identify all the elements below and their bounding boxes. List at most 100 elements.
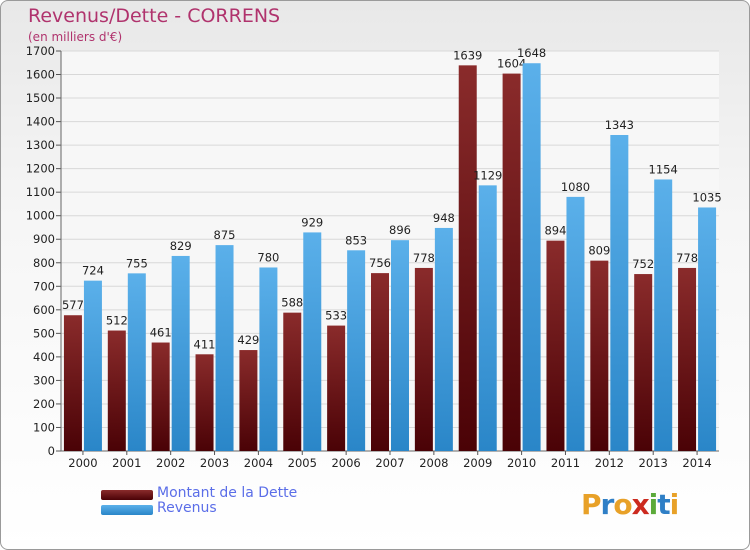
logo-letter: i — [669, 488, 680, 521]
bar-value-label: 896 — [389, 223, 411, 237]
x-tick-label: 2014 — [682, 456, 711, 470]
bar — [434, 227, 453, 451]
bar — [239, 350, 258, 451]
bar — [303, 232, 322, 451]
bar — [151, 342, 170, 451]
bar — [195, 354, 214, 451]
x-tick-label: 2006 — [331, 456, 360, 470]
bar — [414, 267, 433, 451]
bar — [371, 273, 389, 451]
y-tick-label: 1700 — [26, 44, 55, 58]
bar-value-label: 780 — [257, 250, 279, 264]
bar-value-label: 752 — [632, 257, 654, 271]
bar — [283, 312, 302, 451]
x-tick-label: 2012 — [595, 456, 624, 470]
bar — [634, 274, 653, 451]
bar-value-label: 512 — [106, 314, 128, 328]
y-tick-label: 1000 — [26, 209, 55, 223]
y-tick-label: 400 — [33, 350, 55, 364]
x-tick-label: 2007 — [375, 456, 404, 470]
bar-value-label: 1343 — [605, 118, 634, 132]
bar-value-label: 875 — [214, 228, 236, 242]
chart-subtitle: (en milliers d'€) — [28, 30, 123, 44]
y-tick-label: 1400 — [26, 115, 55, 129]
bar-value-label: 929 — [301, 215, 323, 229]
bar — [127, 273, 146, 451]
x-tick-label: 2000 — [68, 456, 97, 470]
bar — [63, 315, 82, 451]
logo-letter: t — [657, 488, 670, 521]
bar-value-label: 577 — [62, 298, 84, 312]
bar-value-label: 1648 — [517, 46, 546, 60]
y-tick-label: 100 — [33, 420, 55, 434]
y-tick-label: 800 — [33, 256, 55, 270]
bar — [590, 260, 609, 451]
bar — [678, 267, 697, 451]
y-tick-label: 900 — [33, 232, 55, 246]
x-tick-label: 2001 — [112, 456, 141, 470]
bar-value-label: 411 — [194, 337, 216, 351]
bar-value-label: 461 — [150, 326, 172, 340]
bar — [502, 73, 521, 452]
chart-title: Revenus/Dette - CORRENS — [28, 5, 281, 27]
bar — [546, 240, 565, 451]
x-tick-label: 2002 — [156, 456, 185, 470]
x-tick-label: 2011 — [551, 456, 580, 470]
bar-value-label: 1035 — [692, 190, 721, 204]
x-tick-label: 2008 — [419, 456, 448, 470]
y-tick-label: 1500 — [26, 91, 55, 105]
bar-value-label: 533 — [325, 309, 347, 323]
y-tick-label: 1100 — [26, 185, 55, 199]
bar — [391, 240, 409, 451]
x-tick-label: 2013 — [639, 456, 668, 470]
bar — [654, 179, 673, 451]
logo-letter: P — [581, 488, 602, 521]
y-tick-label: 1600 — [26, 68, 55, 82]
bar-value-label: 1080 — [561, 180, 590, 194]
logo-letter: x — [631, 488, 650, 521]
bar-value-label: 853 — [345, 233, 367, 247]
bar-value-label: 894 — [544, 224, 566, 238]
bar-value-label: 1129 — [473, 168, 502, 182]
y-tick-label: 700 — [33, 279, 55, 293]
bar-value-label: 429 — [237, 333, 259, 347]
x-tick-label: 2004 — [244, 456, 273, 470]
bar — [83, 280, 102, 451]
legend-swatch-revenus — [101, 505, 153, 515]
bar — [327, 325, 346, 451]
bar-value-label: 948 — [433, 211, 455, 225]
legend-swatch-dette — [101, 490, 153, 500]
x-tick-label: 2003 — [200, 456, 229, 470]
legend-label-revenus: Revenus — [157, 500, 217, 516]
bar-value-label: 1639 — [453, 48, 482, 62]
bar — [698, 207, 717, 451]
y-tick-label: 200 — [33, 397, 55, 411]
bar-value-label: 809 — [588, 244, 610, 258]
y-tick-label: 1300 — [26, 138, 55, 152]
bar-value-label: 829 — [170, 239, 192, 253]
bar — [566, 196, 585, 451]
y-tick-label: 0 — [48, 444, 55, 458]
x-tick-label: 2009 — [463, 456, 492, 470]
bar-value-label: 724 — [82, 264, 104, 278]
y-tick-label: 1200 — [26, 162, 55, 176]
bar — [610, 135, 629, 451]
bar-value-label: 1604 — [497, 57, 526, 71]
bar — [347, 250, 366, 451]
bar-value-label: 778 — [413, 251, 435, 265]
bar — [215, 245, 234, 451]
bar — [522, 63, 541, 452]
bar-value-label: 778 — [676, 251, 698, 265]
bar — [458, 65, 477, 452]
bar-value-label: 588 — [281, 296, 303, 310]
logo-letter: r — [600, 488, 615, 521]
legend-label-dette: Montant de la Dette — [157, 485, 298, 501]
y-tick-label: 300 — [33, 373, 55, 387]
bar-value-label: 1154 — [649, 162, 678, 176]
y-tick-label: 500 — [33, 326, 55, 340]
bar — [259, 267, 278, 451]
bar — [171, 255, 190, 451]
bar — [107, 330, 126, 451]
